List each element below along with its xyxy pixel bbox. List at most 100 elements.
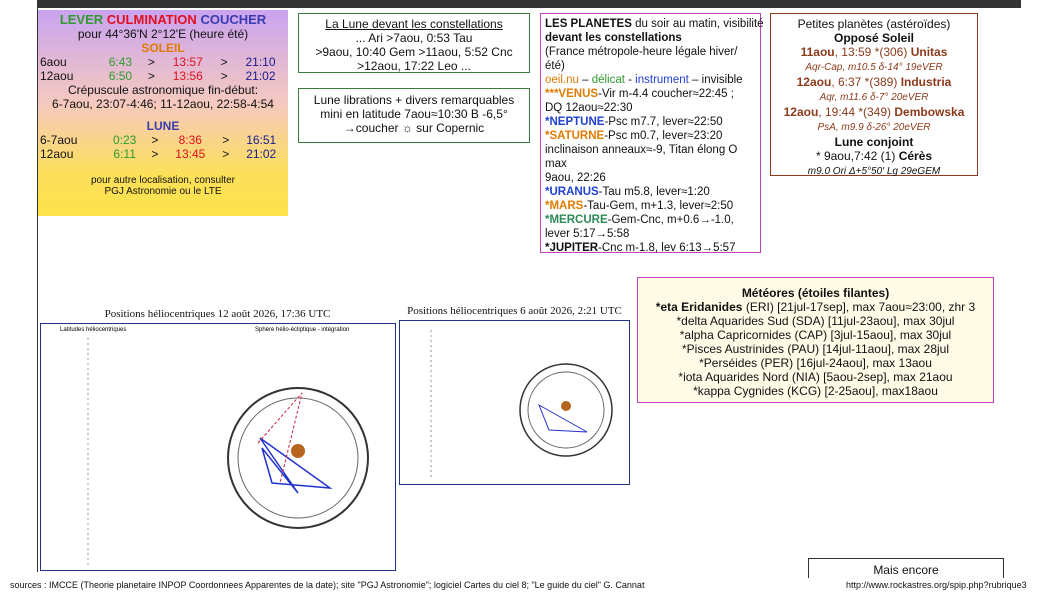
text-segment: (ERI) [21jul-17sep], max 7aou≈23:00, zhr… <box>742 300 976 314</box>
cell: 6aou <box>40 55 67 69</box>
text-segment: – <box>578 74 592 86</box>
chart-title: Positions héliocentriques 6 août 2026, 2… <box>399 305 630 317</box>
row: 12aou 6:50 >13:56 >21:02 <box>38 69 288 83</box>
chart-title-text: Positions héliocentriques 6 août 2026, 2… <box>407 305 622 317</box>
text-line: DQ 12aou≈22:30 <box>545 102 633 114</box>
text-line: devant les constellations <box>545 31 756 45</box>
text-segment: - <box>624 74 636 86</box>
text-line: ... Ari >7aou, 0:53 Tau <box>355 31 473 45</box>
aspects <box>538 403 588 433</box>
chart-title: Positions héliocentriques 12 août 2026, … <box>40 308 395 320</box>
text-line: ***VENUS-Vir m-4.4 coucher≈22:45 ; <box>545 87 756 101</box>
text-segment: *NEPTUNE <box>545 116 605 128</box>
text-segment: m9.0 Ori Δ+5°50' Lg 29eGEM <box>807 166 941 177</box>
cell: > <box>220 69 228 83</box>
text-line: 9aou, 22:26 <box>545 172 606 184</box>
text-segment: *SATURNE <box>545 130 605 142</box>
text-segment: Cérès <box>898 149 933 163</box>
text-line: *kappa Cygnides (KCG) [2-25aou], max18ao… <box>693 384 938 398</box>
lines: LES PLANETES du soir au matin, visibilit… <box>545 17 764 255</box>
twilight: Crépuscule astronomique fin-début: <box>67 83 259 97</box>
cell: > <box>151 133 159 147</box>
sun-title: SOLEIL <box>141 41 185 55</box>
right-label: Sphère hélio-écliptique - intégration <box>255 327 349 333</box>
text-segment: Aqr-Cap, m10.5 δ-14° 19eVER <box>805 62 943 73</box>
text-segment: COUCHER <box>200 12 267 27</box>
text-segment: devant les constellations <box>545 32 682 44</box>
text-line: Petites planètes (astéroïdes) <box>797 17 951 31</box>
cell: > <box>151 147 159 161</box>
text-line: (France métropole-heure légale hiver/été… <box>545 46 738 72</box>
cell: > <box>147 55 155 69</box>
cell: > <box>222 147 230 161</box>
text-segment: Aqr, m11.6 δ-7° 20eVER <box>819 92 929 103</box>
text-line: Aqr, m11.6 δ-7° 20eVER <box>774 89 974 105</box>
text-line: * 9aou,7:42 (1) Cérès <box>774 149 974 163</box>
text-segment: LES PLANETES <box>545 18 632 30</box>
lines: Lune librations + divers remarquables min… <box>303 93 525 135</box>
text-line: oeil.nu – délicat - instrument – invisib… <box>545 73 756 87</box>
text-segment: ***VENUS <box>545 88 599 100</box>
text-segment: -Cnc m-1.8, lev 6:13→5:57 <box>598 242 736 254</box>
text-line: 12aou, 19:44 *(349) Dembowska <box>774 105 974 119</box>
more-text: Mais encore <box>873 563 939 577</box>
text-line: *alpha Capricornides (CAP) [3jul-15aou],… <box>679 328 952 342</box>
cell: 16:51 <box>246 133 277 147</box>
text-segment: – invisible <box>688 74 743 86</box>
text-segment: CULMINATION <box>106 12 197 27</box>
left-label: Latitudes héliocentriques <box>60 327 126 333</box>
row: 6-7aou 0:23 >8:36 >16:51 <box>38 133 288 147</box>
row: 12aou 6:11 >13:45 >21:02 <box>38 147 288 161</box>
cell: 12aou <box>40 147 74 161</box>
text-line: >12aou, 17:22 Leo ... <box>357 59 471 73</box>
sun-moon-box: LEVER CULMINATION COUCHER pour 44°36'N 2… <box>38 10 288 216</box>
wheel <box>227 387 369 529</box>
text-segment: du soir au matin, visibilité <box>631 18 764 30</box>
aspects <box>259 437 333 494</box>
text-line: *JUPITER-Cnc m-1.8, lev 6:13→5:57 <box>545 241 756 255</box>
text-segment: *eta Eridanides <box>655 300 743 314</box>
cell: 13:45 <box>175 147 206 161</box>
text-segment: -Gem-Cnc, m+0.6→-1.0, <box>607 214 734 226</box>
text-line: >9aou, 10:40 Gem >11aou, 5:52 Cnc <box>315 45 513 59</box>
text-line: PsA, m9.9 δ-26° 20eVER <box>774 119 974 135</box>
meteors-box: Météores (étoiles filantes) *eta Eridani… <box>637 277 994 403</box>
text-segment: Industria <box>900 75 952 89</box>
heliocentric-chart-1: Latitudes héliocentriques Sphère hélio-é… <box>40 323 396 571</box>
cell: 21:02 <box>246 147 277 161</box>
text-segment: Dembowska <box>894 105 965 119</box>
text-segment: oeil.nu <box>545 74 579 86</box>
text-line: lever 5:17→5:58 <box>545 228 630 240</box>
text-line: *NEPTUNE-Psc m7.7, lever≈22:50 <box>545 115 756 129</box>
text-segment: 11aou <box>800 45 835 59</box>
text-line: Lune conjoint <box>774 135 974 149</box>
text-line: *URANUS-Tau m5.8, lever≈1:20 <box>545 185 756 199</box>
sun-table: 6aou 6:43 >13:57 >21:10 12aou 6:50 >13:56 >21:0… <box>38 55 288 83</box>
cell: > <box>220 55 228 69</box>
note-line: PGJ Astronomie ou le LTE <box>104 186 222 197</box>
twilight-detail: 6-7aou, 23:07-4:46; 11-12aou, 22:58-4:54 <box>52 97 274 111</box>
asteroids-box: Petites planètes (astéroïdes) Opposé Sole… <box>770 13 978 179</box>
text-line: *Pisces Austrinides (PAU) [14jul-11aou],… <box>681 342 949 356</box>
chart-title-text: Positions héliocentriques 12 août 2026, … <box>104 308 331 320</box>
text-line: m9.0 Ori Δ+5°50' Lg 29eGEM <box>774 163 974 179</box>
text-segment: -Psc m0.7, lever≈23:20 <box>604 130 723 142</box>
frame <box>399 320 630 485</box>
text-line: *iota Aquarides Nord (NIA) [5aou-2sep], … <box>678 370 953 384</box>
librations-box: Lune librations + divers remarquables min… <box>298 88 530 143</box>
cell: 13:57 <box>172 55 203 69</box>
url: http://www.rockastres.org/spip.php?rubri… <box>846 580 1027 590</box>
orbit-arc <box>257 392 303 484</box>
wheel-inner <box>527 371 605 449</box>
location: pour 44°36'N 2°12'E (heure été) <box>77 27 249 41</box>
sources: sources : IMCCE (Theorie planetaire INPO… <box>10 580 645 590</box>
text-line: inclinaison anneaux≈-9, Titan élong O ma… <box>545 144 738 170</box>
text-line: LES PLANETES du soir au matin, visibilit… <box>545 17 764 31</box>
text-line: Aqr-Cap, m10.5 δ-14° 19eVER <box>774 59 974 75</box>
text-line: *SATURNE-Psc m0.7, lever≈23:20 <box>545 129 756 143</box>
cell: 8:36 <box>178 133 202 147</box>
text-segment: instrument <box>635 74 689 86</box>
moon-table: 6-7aou 0:23 >8:36 >16:51 12aou 6:11 >13:45 >21:… <box>38 133 288 161</box>
text-line: *MERCURE-Gem-Cnc, m+0.6→-1.0, <box>545 213 756 227</box>
